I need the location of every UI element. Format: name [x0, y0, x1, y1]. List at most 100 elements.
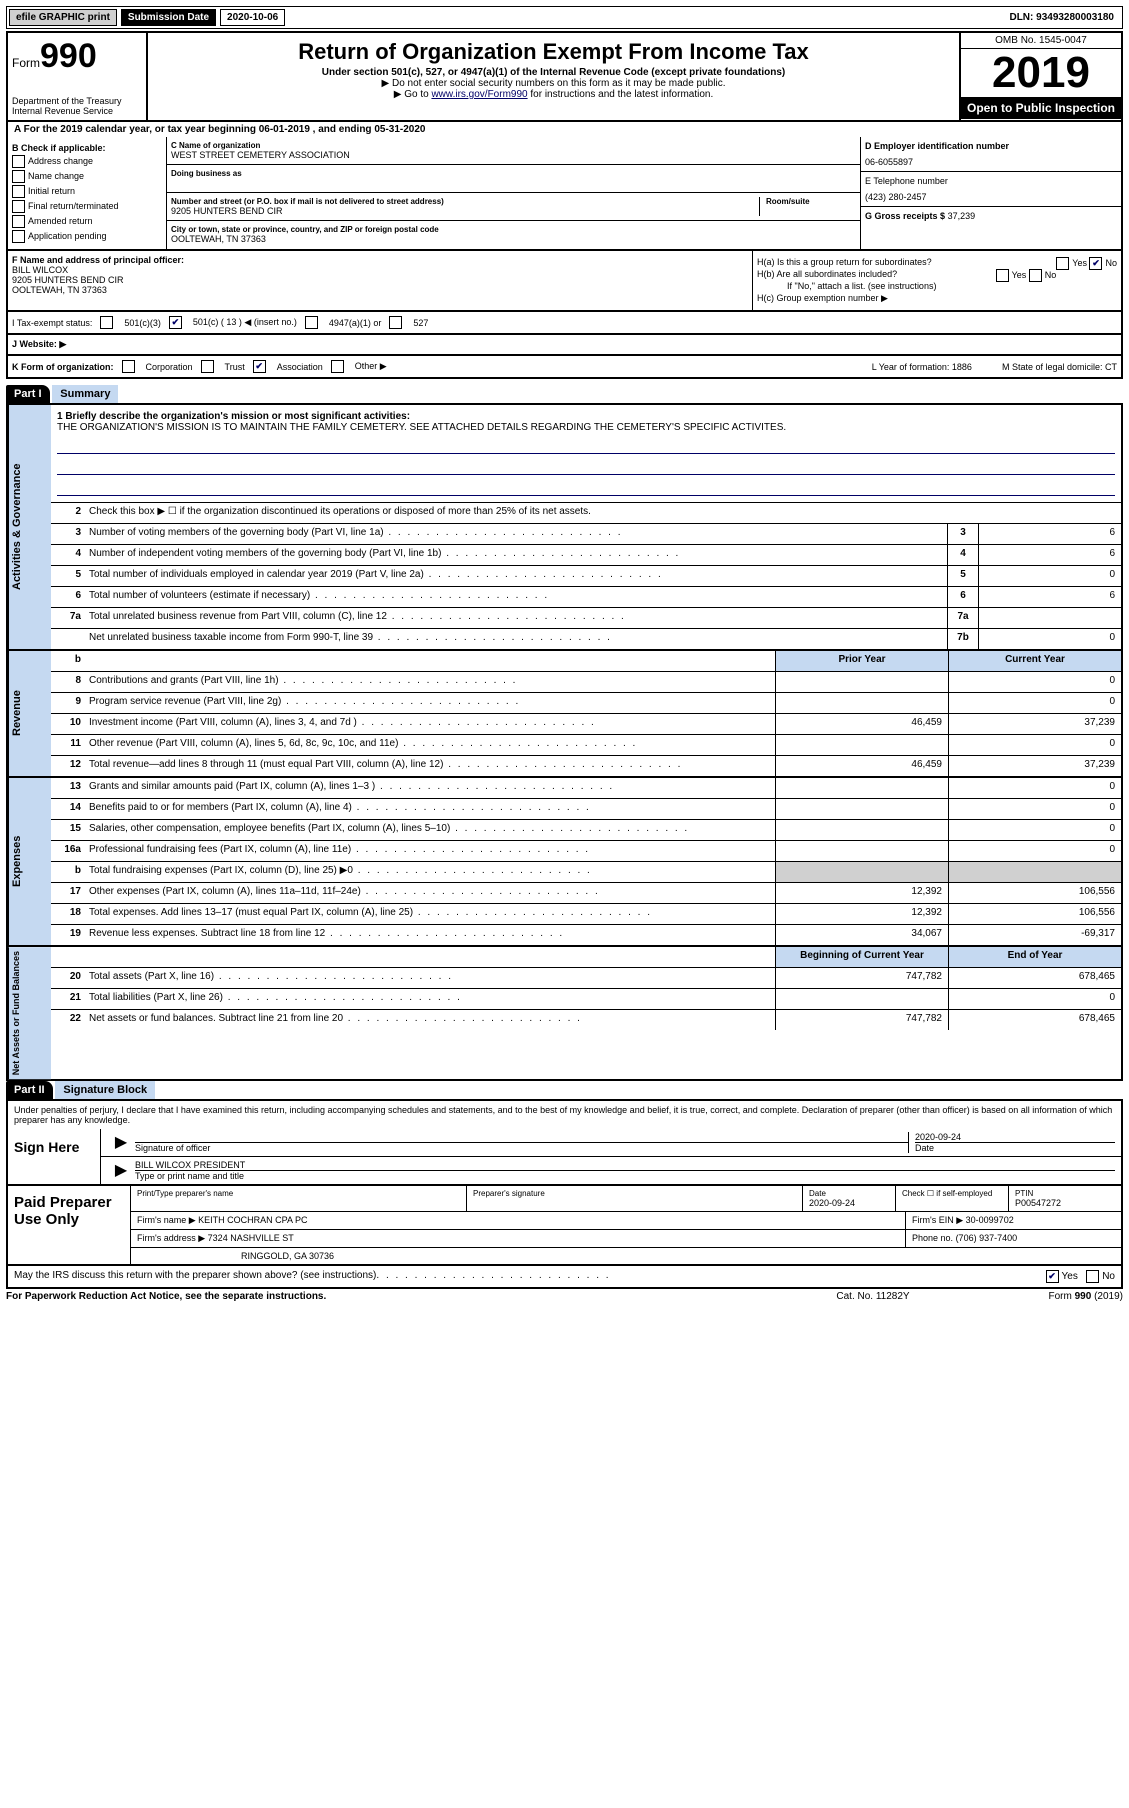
row-desc: Total expenses. Add lines 13–17 (must eq… [87, 904, 775, 924]
row-desc: Total revenue—add lines 8 through 11 (mu… [87, 756, 775, 776]
expenses-section: Expenses 13 Grants and similar amounts p… [6, 778, 1123, 947]
firm-addr-label: Firm's address ▶ [137, 1233, 205, 1243]
prior-value: 747,782 [775, 968, 948, 988]
submission-date: 2020-10-06 [220, 9, 285, 26]
row-desc: Grants and similar amounts paid (Part IX… [87, 778, 775, 798]
part2-label: Part II [6, 1081, 53, 1099]
page-footer: For Paperwork Reduction Act Notice, see … [6, 1291, 1123, 1302]
row-desc: Total unrelated business revenue from Pa… [87, 608, 947, 628]
street-address: 9205 HUNTERS BEND CIR [171, 206, 759, 216]
header-right: OMB No. 1545-0047 2019 Open to Public In… [959, 33, 1121, 120]
checkbox-name-change[interactable] [12, 170, 25, 183]
current-value: -69,317 [948, 925, 1121, 945]
form-number: 990 [40, 37, 97, 75]
principal-addr2: OOLTEWAH, TN 37363 [12, 285, 748, 295]
current-value: 678,465 [948, 1010, 1121, 1030]
ha-yes-label: Yes [1072, 258, 1087, 268]
status-527[interactable] [389, 316, 402, 329]
firm-ein-label: Firm's EIN ▶ [912, 1215, 963, 1225]
checkbox-pending[interactable] [12, 230, 25, 243]
city-state-zip: OOLTEWAH, TN 37363 [171, 234, 856, 244]
label-final-return: Final return/terminated [28, 201, 119, 211]
prior-value [775, 799, 948, 819]
prior-value [775, 672, 948, 692]
subtitle-2: ▶ Do not enter social security numbers o… [152, 78, 955, 89]
prior-value: 46,459 [775, 756, 948, 776]
instructions-link[interactable]: www.irs.gov/Form990 [431, 89, 527, 100]
discuss-no[interactable] [1086, 1270, 1099, 1283]
checkbox-address-change[interactable] [12, 155, 25, 168]
table-row: 7a Total unrelated business revenue from… [51, 608, 1121, 629]
current-value: 0 [948, 693, 1121, 713]
ein-value: 06-6055897 [865, 157, 1117, 167]
current-value: 106,556 [948, 904, 1121, 924]
status-501c[interactable] [169, 316, 182, 329]
checkbox-final-return[interactable] [12, 200, 25, 213]
table-row: 4 Number of independent voting members o… [51, 545, 1121, 566]
table-row: 3 Number of voting members of the govern… [51, 524, 1121, 545]
officer-name-label: Type or print name and title [135, 1170, 1115, 1181]
current-value: 0 [948, 820, 1121, 840]
hb-no[interactable] [1029, 269, 1042, 282]
principal-label: F Name and address of principal officer: [12, 255, 748, 265]
expenses-label: Expenses [8, 778, 51, 945]
line-2: Check this box ▶ ☐ if the organization d… [87, 503, 1121, 523]
prep-date-label: Date [809, 1189, 889, 1198]
netassets-label: Net Assets or Fund Balances [8, 947, 51, 1079]
current-value: 0 [948, 778, 1121, 798]
kform-corporation[interactable] [122, 360, 135, 373]
label-name-change: Name change [28, 171, 84, 181]
subtitle-1: Under section 501(c), 527, or 4947(a)(1)… [152, 67, 955, 78]
discuss-yes[interactable] [1046, 1270, 1059, 1283]
row-desc: Salaries, other compensation, employee b… [87, 820, 775, 840]
kform-trust[interactable] [201, 360, 214, 373]
prep-selfemp-label: Check ☐ if self-employed [902, 1189, 1002, 1198]
checkbox-amended[interactable] [12, 215, 25, 228]
row-box: 7b [947, 629, 978, 649]
table-row: 8 Contributions and grants (Part VIII, l… [51, 672, 1121, 693]
row-num: 8 [51, 672, 87, 692]
firm-addr2: RINGGOLD, GA 30736 [131, 1248, 1121, 1264]
part2-title: Signature Block [55, 1081, 155, 1099]
website-label: J Website: ▶ [12, 339, 66, 350]
phone-value: (423) 280-2457 [865, 192, 1117, 202]
prior-value [775, 693, 948, 713]
ha-yes[interactable] [1056, 257, 1069, 270]
status-4947[interactable] [305, 316, 318, 329]
officer-name: BILL WILCOX PRESIDENT [135, 1160, 1115, 1170]
row-num: 19 [51, 925, 87, 945]
row-value [978, 608, 1121, 628]
checkbox-initial-return[interactable] [12, 185, 25, 198]
firm-addr1: 7324 NASHVILLE ST [208, 1233, 294, 1243]
kform-other[interactable] [331, 360, 344, 373]
section-h: H(a) Is this a group return for subordin… [752, 251, 1121, 310]
mission-text: THE ORGANIZATION'S MISSION IS TO MAINTAI… [57, 422, 1115, 433]
discuss-no-label: No [1102, 1271, 1115, 1282]
current-value: 37,239 [948, 756, 1121, 776]
hb-note: If "No," attach a list. (see instruction… [757, 281, 1117, 291]
row-num: 7a [51, 608, 87, 628]
prep-sig-label: Preparer's signature [473, 1189, 796, 1198]
row-desc: Program service revenue (Part VIII, line… [87, 693, 775, 713]
hb-yes[interactable] [996, 269, 1009, 282]
label-amended: Amended return [28, 216, 93, 226]
top-bar: efile GRAPHIC print Submission Date 2020… [6, 6, 1123, 29]
part1-label: Part I [6, 385, 50, 403]
dln: DLN: 93493280003180 [1003, 10, 1120, 25]
signature-date: 2020-09-24 [915, 1132, 1115, 1142]
part1-title: Summary [52, 385, 118, 403]
principal-name: BILL WILCOX [12, 265, 748, 275]
efile-print-button[interactable]: efile GRAPHIC print [9, 9, 117, 26]
row-box: 7a [947, 608, 978, 628]
row-num: 10 [51, 714, 87, 734]
firm-phone: (706) 937-7400 [956, 1233, 1018, 1243]
ha-no[interactable] [1089, 257, 1102, 270]
status-501c3[interactable] [100, 316, 113, 329]
row-num: 5 [51, 566, 87, 586]
row-b-num: b [51, 651, 87, 671]
netassets-section: Net Assets or Fund Balances Beginning of… [6, 947, 1123, 1081]
tax-year: 2019 [961, 49, 1121, 97]
kform-association[interactable] [253, 360, 266, 373]
row-desc: Contributions and grants (Part VIII, lin… [87, 672, 775, 692]
prior-value: 747,782 [775, 1010, 948, 1030]
